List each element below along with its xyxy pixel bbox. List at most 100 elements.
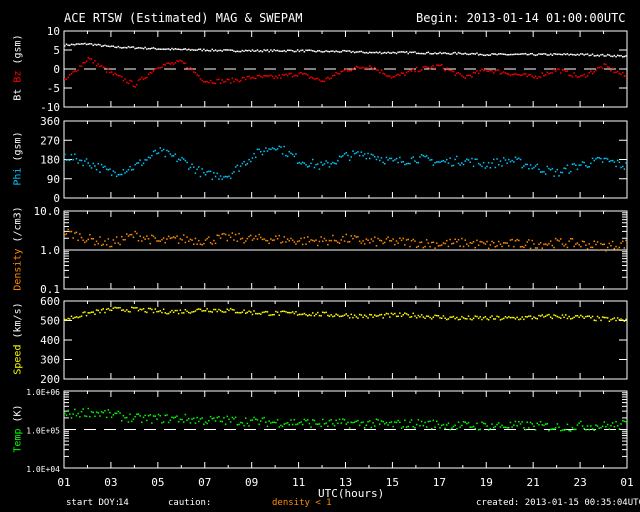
data-point-speed [496,315,498,318]
data-point-phi [476,158,478,160]
x-tick-label: 07 [198,476,211,489]
data-point-phi [89,165,91,167]
data-point-bt [389,52,391,54]
data-point-bt [472,53,475,55]
data-point-speed [246,311,249,314]
data-point-temp [566,423,569,426]
data-point-phi [548,167,550,170]
data-point-phi [293,155,296,158]
data-point-phi [64,153,66,156]
data-point-temp [350,421,352,424]
data-point-speed [442,315,445,317]
data-point-bt [385,52,388,54]
data-point-bz [353,67,356,69]
data-point-speed [211,311,213,313]
data-point-speed [499,319,502,321]
data-point-phi [179,159,182,161]
data-point-density [330,239,332,242]
data-point-density [136,232,138,235]
y-axis-label-part: Bz [12,64,24,83]
data-point-speed [186,310,188,313]
data-point-density [625,239,627,242]
data-point-density [221,233,223,235]
data-point-speed [501,318,503,320]
data-point-bt [451,53,453,55]
data-point-temp [239,421,242,424]
data-point-bz [399,74,401,76]
data-point-speed [588,315,590,317]
data-point-density [64,234,66,236]
data-point-bz [586,75,589,77]
data-point-temp [560,429,562,432]
data-point-temp [618,428,621,430]
data-point-speed [395,315,398,318]
data-point-phi [457,162,460,165]
data-point-bt [276,49,279,52]
data-point-density [613,247,616,250]
data-point-speed [576,315,579,317]
data-point-bt [477,54,480,56]
data-point-bz [623,75,626,77]
data-point-bt [226,49,228,51]
data-point-density [236,240,239,242]
data-point-temp [477,429,480,431]
data-point-density [420,241,423,243]
data-point-bt [171,47,173,50]
data-point-bz [295,74,297,77]
data-point-bz [355,65,358,68]
data-point-bt [310,49,312,52]
data-point-bt [246,50,249,52]
data-point-temp [228,418,230,421]
data-point-temp [132,418,135,420]
data-point-bz [622,71,624,74]
data-point-bz [467,74,470,77]
data-point-temp [437,423,440,426]
data-point-speed [105,308,108,311]
data-point-density [521,245,523,248]
data-point-temp [370,426,373,429]
data-point-bt [560,53,562,56]
data-point-bt [239,50,242,53]
data-point-bz [263,74,265,77]
data-point-temp [129,413,131,415]
data-point-bz [92,62,94,64]
data-point-bt [566,53,569,55]
data-point-temp [565,429,567,431]
data-point-phi [229,177,232,180]
data-point-bt [457,51,460,54]
data-point-phi [469,161,471,163]
data-point-temp [152,415,155,417]
data-point-phi [429,159,431,161]
data-point-bz [581,74,584,77]
data-point-bz [347,70,349,72]
data-point-temp [352,421,354,424]
data-point-bz [506,73,508,75]
data-point-bz [620,73,622,75]
data-point-density [258,233,260,236]
data-point-bz [231,77,234,80]
data-point-phi [199,175,202,178]
data-point-bt [529,53,532,55]
data-point-bt [491,53,493,55]
data-point-phi [265,147,267,149]
data-point-speed [308,314,311,316]
data-point-bz [132,85,135,87]
data-point-temp [283,423,285,425]
data-point-speed [176,309,178,312]
data-point-bz [278,74,280,76]
data-point-phi [508,158,510,161]
data-point-bt [303,51,306,53]
data-point-temp [77,412,79,415]
data-point-bz [415,66,418,69]
data-point-speed [201,310,203,312]
data-point-bz [211,82,213,84]
data-point-phi [280,146,282,148]
data-point-temp [117,410,120,413]
data-point-temp [362,421,364,423]
data-point-bz [613,71,616,74]
data-point-temp [501,424,503,427]
data-point-speed [600,319,602,322]
data-point-phi [161,150,163,152]
data-point-phi [377,156,379,158]
data-point-density [493,242,495,244]
